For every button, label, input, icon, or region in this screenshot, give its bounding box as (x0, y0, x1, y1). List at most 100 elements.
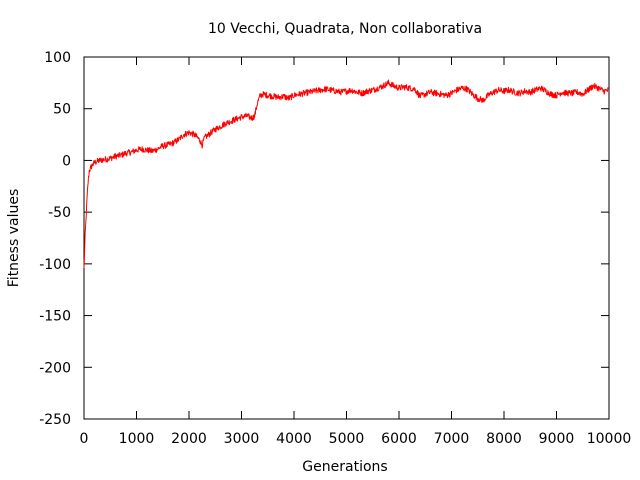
series-point (409, 87, 410, 88)
series-point (556, 95, 557, 96)
plot-area-frame (83, 56, 610, 420)
series-point (259, 96, 260, 97)
series-point (304, 93, 305, 94)
series-point (236, 118, 237, 119)
series-point (241, 116, 242, 117)
series-point (414, 88, 415, 89)
series-point (509, 89, 510, 90)
series-point (535, 89, 536, 90)
series-point (83, 268, 84, 269)
series-point (372, 89, 373, 90)
series-point (178, 139, 179, 140)
y-tick-label: -250 (39, 412, 71, 428)
series-point (262, 94, 263, 95)
series-point (267, 95, 268, 96)
series-point (524, 91, 525, 92)
series-point (162, 145, 163, 146)
series-point (582, 94, 583, 95)
y-tick-label: -150 (39, 309, 71, 325)
series-point (467, 88, 468, 89)
y-tick-label: -50 (48, 205, 71, 221)
series-point (99, 160, 100, 161)
series-point (482, 100, 483, 101)
series-point (446, 95, 447, 96)
series-point (115, 156, 116, 157)
series-point (498, 89, 499, 90)
series-point (251, 117, 252, 118)
series-point (209, 133, 210, 134)
series-point (572, 93, 573, 94)
series-point (419, 96, 420, 97)
x-tick-label: 4000 (276, 431, 312, 447)
series-point (157, 148, 158, 149)
series-point (293, 95, 294, 96)
series-point (202, 144, 203, 145)
y-tick-label: 50 (53, 102, 71, 118)
series-point (194, 134, 195, 135)
x-axis-title: Generations (302, 459, 387, 475)
chart-title: 10 Vecchi, Quadrata, Non collaborativa (208, 21, 482, 37)
x-tick-label: 0 (80, 431, 89, 447)
series-layer (83, 79, 610, 269)
series-point (367, 91, 368, 92)
series-point (299, 94, 300, 95)
series-point (320, 89, 321, 90)
series-point (545, 91, 546, 92)
series-point (461, 87, 462, 88)
series-point (146, 149, 147, 150)
y-axis: -250 -200 -150 -100 -50 0 50 100 (39, 50, 609, 428)
series-point (88, 181, 89, 182)
series-point (136, 149, 137, 150)
series-point (530, 92, 531, 93)
series-point (278, 97, 279, 98)
series-point (288, 98, 289, 99)
series-point (430, 92, 431, 93)
series-point (125, 153, 126, 154)
series-point (230, 121, 231, 122)
series-point (493, 92, 494, 93)
series-point (404, 86, 405, 87)
x-tick-label: 8000 (486, 431, 522, 447)
x-tick-label: 10000 (587, 431, 632, 447)
series-point (425, 94, 426, 95)
series-point (188, 132, 189, 133)
y-tick-label: -100 (39, 257, 71, 273)
series-point (110, 158, 111, 159)
series-point (341, 92, 342, 93)
series-point (314, 91, 315, 92)
series-point (551, 94, 552, 95)
x-tick-label: 9000 (539, 431, 575, 447)
series-point (435, 93, 436, 94)
series-point (246, 115, 247, 116)
x-tick-label: 6000 (381, 431, 417, 447)
x-tick-label: 7000 (434, 431, 470, 447)
series-point (577, 92, 578, 93)
series-point (87, 196, 88, 197)
series-point (456, 89, 457, 90)
series-point (477, 98, 478, 99)
series-point (561, 92, 562, 93)
series-point (204, 137, 205, 138)
series-point (173, 142, 174, 143)
series-point (257, 103, 258, 104)
x-tick-label: 5000 (329, 431, 365, 447)
series-point (89, 170, 90, 171)
series-point (330, 89, 331, 90)
x-tick-label: 2000 (171, 431, 207, 447)
series-point (356, 92, 357, 93)
series-point (104, 159, 105, 160)
series-point (398, 87, 399, 88)
series-point (225, 123, 226, 124)
series-point (393, 85, 394, 86)
y-tick-label: 100 (44, 50, 71, 66)
series-point (514, 92, 515, 93)
series-point (183, 134, 184, 135)
series-point (335, 91, 336, 92)
series-point (94, 162, 95, 163)
series-point (120, 155, 121, 156)
series-point (220, 126, 221, 127)
series-point (383, 85, 384, 86)
series-point (272, 96, 273, 97)
x-axis: 0 1000 2000 3000 4000 5000 6000 7000 8000 9000 100… (80, 57, 632, 447)
